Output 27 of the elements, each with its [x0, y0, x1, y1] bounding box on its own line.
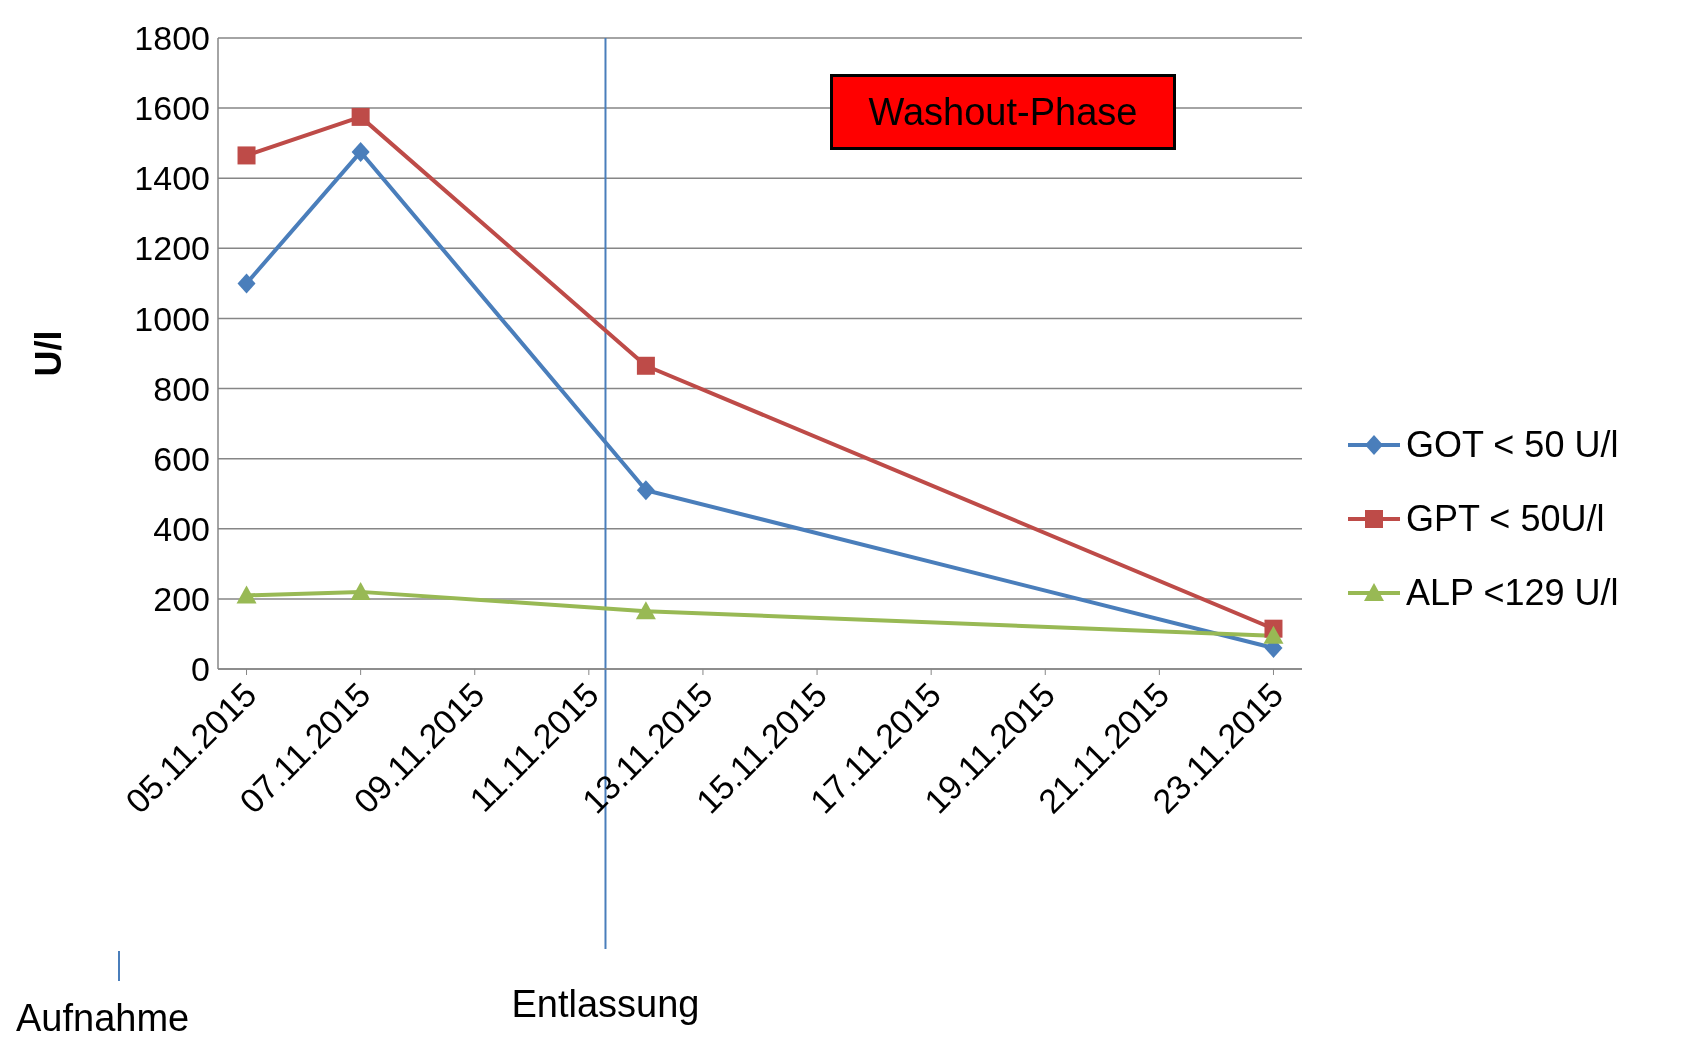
- point: [236, 585, 257, 604]
- y-tick-label: 200: [153, 579, 210, 618]
- point: [1263, 625, 1284, 644]
- point: [350, 581, 371, 600]
- y-tick-label: 1200: [134, 229, 210, 268]
- point: [351, 107, 370, 126]
- y-tick-label: 1400: [134, 159, 210, 198]
- legend-label: ALP <129 U/l: [1406, 571, 1619, 614]
- point: [351, 141, 370, 162]
- y-tick-label: 800: [153, 369, 210, 408]
- annotation: Washout-Phase: [830, 74, 1176, 150]
- text: Aufnahme: [16, 997, 190, 1037]
- point: [636, 356, 655, 375]
- point: [635, 601, 656, 620]
- legend-label: GPT < 50U/l: [1406, 497, 1605, 540]
- y-tick-label: 1000: [134, 299, 210, 338]
- y-tick-label: 1600: [134, 89, 210, 128]
- point: [636, 480, 655, 501]
- ref-line-label: Entlassung: [511, 983, 700, 1025]
- y-tick-label: 0: [191, 650, 210, 689]
- y-axis-title: U/l: [27, 330, 69, 377]
- y-tick-label: 400: [153, 509, 210, 548]
- point: [237, 273, 256, 294]
- point: [237, 146, 256, 165]
- y-tick-label: 600: [153, 439, 210, 478]
- y-tick-label: 1800: [134, 19, 210, 58]
- legend-label: GOT < 50 U/l: [1406, 423, 1619, 466]
